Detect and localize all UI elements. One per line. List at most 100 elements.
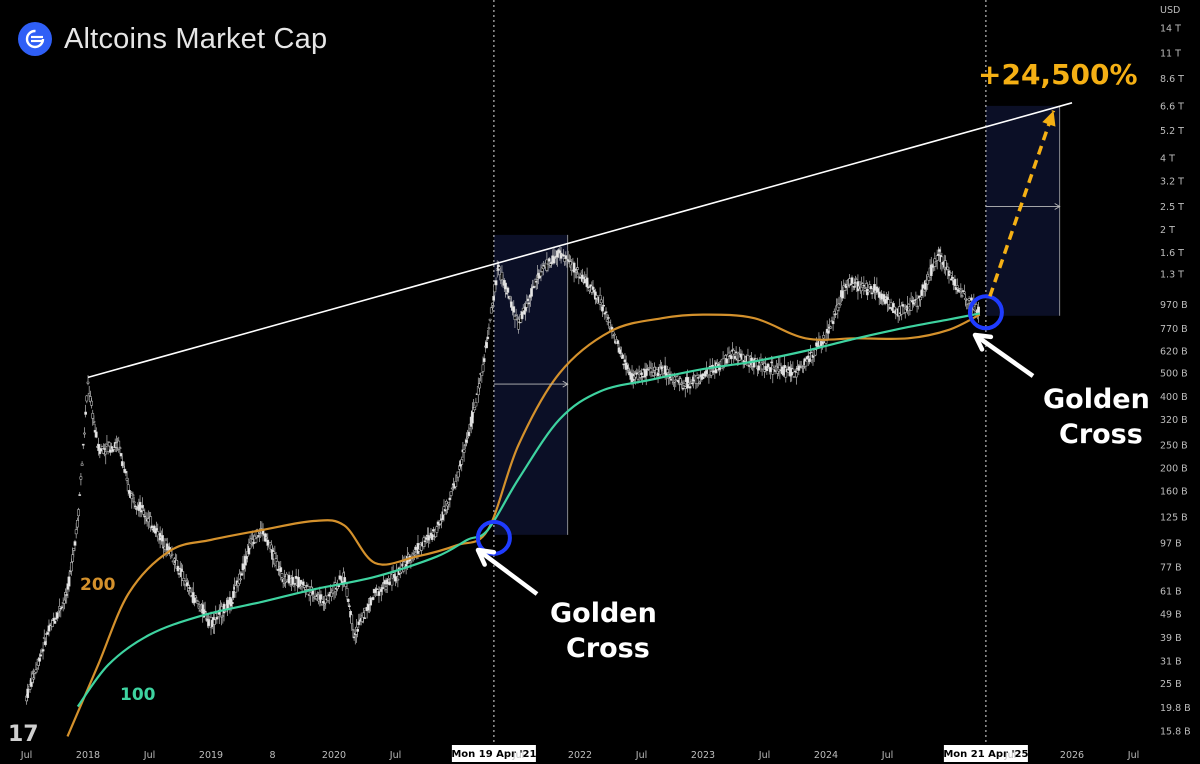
candle-body bbox=[338, 575, 342, 580]
range-zones bbox=[493, 105, 1060, 535]
ma200-label: 200 bbox=[80, 575, 116, 595]
candle-body bbox=[841, 290, 844, 299]
candle-body bbox=[607, 317, 610, 319]
candle-body bbox=[778, 364, 782, 370]
candle-body bbox=[562, 254, 565, 257]
candle-body bbox=[117, 440, 121, 450]
candle-body bbox=[765, 368, 769, 372]
candle-body bbox=[106, 445, 110, 452]
candle-body bbox=[508, 296, 512, 299]
candle-body bbox=[674, 379, 678, 382]
candle-body bbox=[488, 318, 492, 321]
candle-body bbox=[948, 272, 952, 274]
candle-body bbox=[627, 368, 630, 371]
candle-body bbox=[937, 253, 940, 256]
candle-body bbox=[480, 372, 484, 376]
candle-body bbox=[245, 556, 248, 560]
candle-body bbox=[135, 508, 138, 510]
candle-body bbox=[489, 307, 493, 314]
candle-body bbox=[791, 368, 795, 373]
candle-body bbox=[506, 287, 510, 293]
candle-body bbox=[26, 688, 30, 698]
candle-body bbox=[352, 636, 356, 639]
candle-body bbox=[491, 302, 494, 306]
candle-body bbox=[120, 461, 124, 467]
candle-body bbox=[663, 365, 667, 375]
candle-body bbox=[184, 580, 188, 582]
y-tick-label: 1.3 T bbox=[1160, 270, 1184, 281]
candle-body bbox=[576, 267, 579, 270]
candle-body bbox=[680, 382, 684, 385]
y-tick-label: 160 B bbox=[1160, 487, 1188, 498]
candle-body bbox=[431, 529, 435, 532]
candle-body bbox=[465, 439, 468, 443]
candle-body bbox=[143, 515, 147, 518]
candle-body bbox=[653, 366, 656, 371]
candle-body bbox=[306, 586, 310, 590]
candle-body bbox=[301, 581, 305, 586]
candle-body bbox=[822, 335, 825, 339]
candle-body bbox=[838, 303, 842, 306]
candle-body bbox=[409, 561, 413, 563]
candle-body bbox=[605, 319, 609, 322]
candle-body bbox=[950, 278, 953, 281]
target-gain-label: +24,500% bbox=[978, 58, 1138, 91]
candle-body bbox=[682, 383, 686, 386]
candle-body bbox=[709, 371, 713, 376]
y-tick-label: 19.8 B bbox=[1160, 703, 1191, 714]
y-tick-label: 77 B bbox=[1160, 562, 1182, 573]
candle-body bbox=[935, 255, 939, 261]
y-tick-label: 39 B bbox=[1160, 633, 1182, 644]
candle-body bbox=[644, 369, 648, 377]
candle-body bbox=[183, 584, 187, 587]
candle-body bbox=[422, 537, 426, 547]
candle-body bbox=[575, 271, 578, 273]
candle-body bbox=[623, 359, 627, 363]
candle-body bbox=[466, 436, 469, 439]
candle-body bbox=[718, 367, 721, 371]
candle-body bbox=[958, 288, 961, 290]
candle-body bbox=[525, 303, 529, 308]
y-axis: USD 14 T 11 T 8.6 T 6.6 T 5.2 T 4 T 3.2 T 2.5 T 2… bbox=[1160, 5, 1191, 738]
candle-body bbox=[141, 505, 144, 508]
candle-body bbox=[52, 618, 56, 621]
x-tick-label: 2020 bbox=[322, 750, 346, 761]
y-tick-label: 49 B bbox=[1160, 609, 1182, 620]
candle-body bbox=[99, 448, 103, 452]
candle-body bbox=[350, 614, 354, 624]
candle-body bbox=[517, 318, 520, 330]
candle-body bbox=[277, 568, 280, 571]
candle-body bbox=[161, 535, 164, 542]
candle-body bbox=[371, 597, 375, 600]
candle-body bbox=[572, 262, 576, 273]
candle-body bbox=[573, 268, 577, 271]
candle-body bbox=[122, 466, 125, 468]
candle-body bbox=[498, 266, 501, 270]
candle-body bbox=[138, 501, 142, 511]
candle-body bbox=[770, 361, 773, 364]
candle-body bbox=[304, 586, 307, 590]
candle-body bbox=[132, 501, 136, 504]
candle-body bbox=[176, 565, 180, 572]
candle-body bbox=[967, 298, 971, 301]
date-highlight-box bbox=[451, 745, 536, 762]
candle-body bbox=[356, 628, 360, 632]
candle-body bbox=[196, 601, 200, 604]
candle-body bbox=[612, 333, 616, 336]
y-tick-label: 125 B bbox=[1160, 512, 1188, 523]
candle-body bbox=[864, 283, 868, 288]
candle-body bbox=[239, 578, 242, 581]
candle-body bbox=[55, 612, 59, 619]
candle-body bbox=[533, 279, 537, 287]
candle-body bbox=[131, 494, 135, 497]
candle-body bbox=[74, 529, 78, 535]
candle-body bbox=[558, 250, 562, 254]
candle-body bbox=[90, 400, 93, 406]
y-tick-label: 61 B bbox=[1160, 587, 1182, 598]
y-tick-label: 1.6 T bbox=[1160, 248, 1184, 259]
candle-body bbox=[831, 321, 835, 325]
candle-body bbox=[266, 539, 270, 546]
x-tick-label: Jul bbox=[758, 750, 770, 761]
candle-body bbox=[616, 340, 620, 344]
x-tick-label: 8 bbox=[269, 750, 275, 761]
